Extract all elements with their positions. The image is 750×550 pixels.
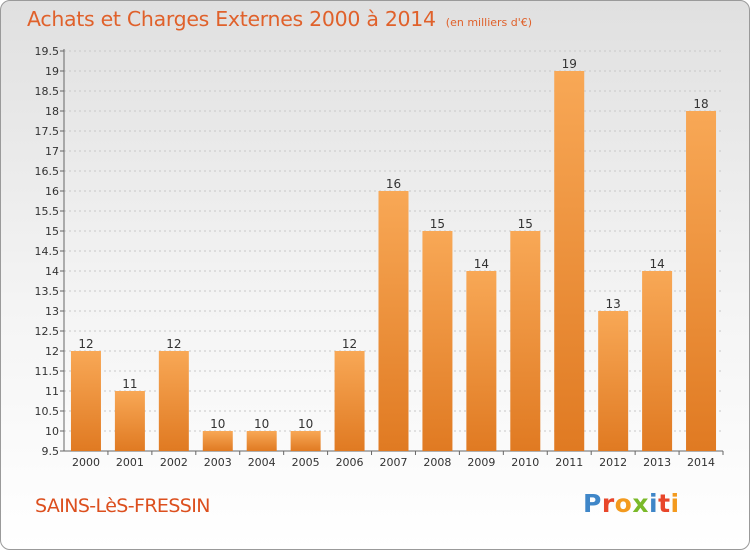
bar-2009	[466, 271, 497, 451]
logo-letter: t	[658, 489, 671, 518]
y-tick-label: 14.5	[35, 245, 60, 258]
data-label: 18	[693, 97, 708, 111]
bar-2010	[510, 231, 541, 451]
data-label: 10	[298, 417, 313, 431]
y-tick-label: 13	[45, 305, 59, 318]
logo-letter: i	[670, 489, 680, 518]
bar-2014	[686, 111, 717, 451]
data-label: 12	[78, 337, 93, 351]
y-tick-label: 17.5	[35, 125, 60, 138]
bar-2000	[70, 351, 101, 451]
data-label: 16	[386, 177, 401, 191]
y-tick-label: 13.5	[35, 285, 60, 298]
y-tick-label: 12.5	[35, 325, 60, 338]
chart-title: Achats et Charges Externes 2000 à 2014	[27, 7, 436, 31]
title-block: Achats et Charges Externes 2000 à 2014 (e…	[27, 7, 532, 31]
y-tick-label: 18	[45, 105, 59, 118]
y-tick-label: 11	[45, 385, 59, 398]
bar-2002	[158, 351, 189, 451]
data-label: 14	[649, 257, 664, 271]
x-tick-label: 2009	[467, 456, 495, 469]
y-tick-label: 19	[45, 65, 59, 78]
data-label: 12	[342, 337, 357, 351]
x-tick-label: 2000	[72, 456, 100, 469]
y-tick-label: 12	[45, 345, 59, 358]
bars	[70, 71, 717, 451]
y-tick-label: 16	[45, 185, 59, 198]
data-label: 15	[430, 217, 445, 231]
x-tick-label: 2004	[248, 456, 276, 469]
bar-2001	[114, 391, 145, 451]
data-label: 15	[518, 217, 533, 231]
y-tick-label: 10.5	[35, 405, 60, 418]
y-tick-label: 14	[45, 265, 59, 278]
y-tick-label: 19.5	[35, 45, 60, 58]
x-tick-label: 2010	[511, 456, 539, 469]
bar-2011	[554, 71, 585, 451]
x-tick-label: 2011	[555, 456, 583, 469]
logo-letter: i	[649, 489, 659, 518]
labels: 9.5 10 10.5 11 11.5 12 12.5 13 13.5 14 14.5 15 15.5 1…	[35, 45, 716, 469]
bar-2013	[642, 271, 673, 451]
commune-name: SAINS-LèS-FRESSIN	[35, 495, 210, 517]
y-tick-label: 11.5	[35, 365, 60, 378]
bar-2012	[598, 311, 629, 451]
chart-unit: (en milliers d'€)	[445, 16, 533, 29]
x-tick-label: 2005	[292, 456, 320, 469]
data-label: 12	[166, 337, 181, 351]
data-label: 10	[254, 417, 269, 431]
y-tick-label: 9.5	[42, 445, 60, 458]
x-tick-label: 2013	[643, 456, 671, 469]
bar-2007	[378, 191, 409, 451]
bar-2003	[202, 431, 233, 451]
logo-letter: r	[601, 489, 615, 518]
x-tick-label: 2008	[423, 456, 451, 469]
y-tick-label: 17	[45, 145, 59, 158]
y-tick-label: 16.5	[35, 165, 60, 178]
x-tick-label: 2012	[599, 456, 627, 469]
data-label: 10	[210, 417, 225, 431]
x-tick-label: 2006	[336, 456, 364, 469]
bar-2008	[422, 231, 453, 451]
data-label: 14	[474, 257, 489, 271]
logo-letter: x	[632, 489, 649, 518]
x-tick-label: 2007	[380, 456, 408, 469]
logo-letter: P	[583, 489, 602, 518]
bar-2005	[290, 431, 321, 451]
x-tick-label: 2014	[687, 456, 715, 469]
y-tick-label: 15	[45, 225, 59, 238]
y-tick-label: 10	[45, 425, 59, 438]
x-tick-label: 2002	[160, 456, 188, 469]
data-label: 11	[122, 377, 137, 391]
proxiti-logo[interactable]: Proxiti	[583, 489, 680, 518]
data-label: 13	[606, 297, 621, 311]
logo-letter: o	[614, 489, 633, 518]
bar-2004	[246, 431, 277, 451]
bar-2006	[334, 351, 365, 451]
x-tick-label: 2001	[116, 456, 144, 469]
x-tick-label: 2003	[204, 456, 232, 469]
y-tick-label: 15.5	[35, 205, 60, 218]
y-tick-label: 18.5	[35, 85, 60, 98]
data-label: 19	[562, 57, 577, 71]
